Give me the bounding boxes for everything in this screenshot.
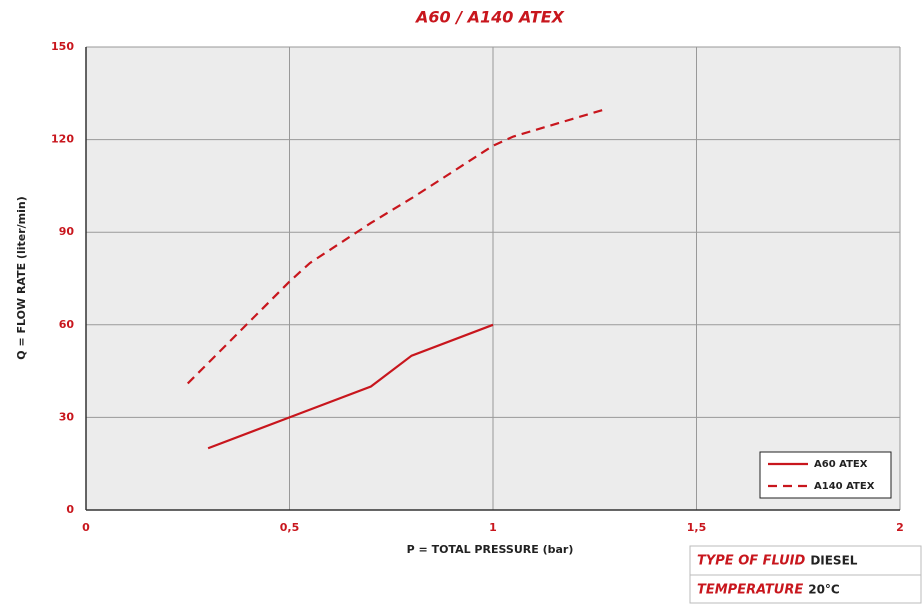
y-axis-label: Q = FLOW RATE (liter/min) [15,196,28,359]
x-tick-label: 1 [489,521,497,534]
table-value: DIESEL [810,554,857,568]
legend [759,451,892,499]
legend-label: A140 ATEX [814,481,875,492]
x-axis-label: P = TOTAL PRESSURE (bar) [407,543,574,556]
table-value: 20°C [808,583,840,597]
y-tick-label: 150 [51,40,74,53]
x-tick-label: 1,5 [687,521,707,534]
series-line [186,107,608,385]
x-tick-label: 0 [82,521,90,534]
legend-label: A60 ATEX [814,459,868,470]
y-tick-label: 0 [66,503,74,516]
chart-title: A60 / A140 ATEX [414,8,565,27]
x-tick-label: 2 [896,521,904,534]
table-label: TYPE OF FLUID [697,554,806,569]
y-tick-label: 120 [51,133,74,146]
x-tick-label: 0,5 [280,521,300,534]
y-tick-label: 30 [59,410,75,423]
y-tick-label: 60 [59,318,75,331]
series-line [207,323,494,450]
table-label: TEMPERATURE [697,583,803,598]
y-tick-label: 90 [59,225,75,238]
